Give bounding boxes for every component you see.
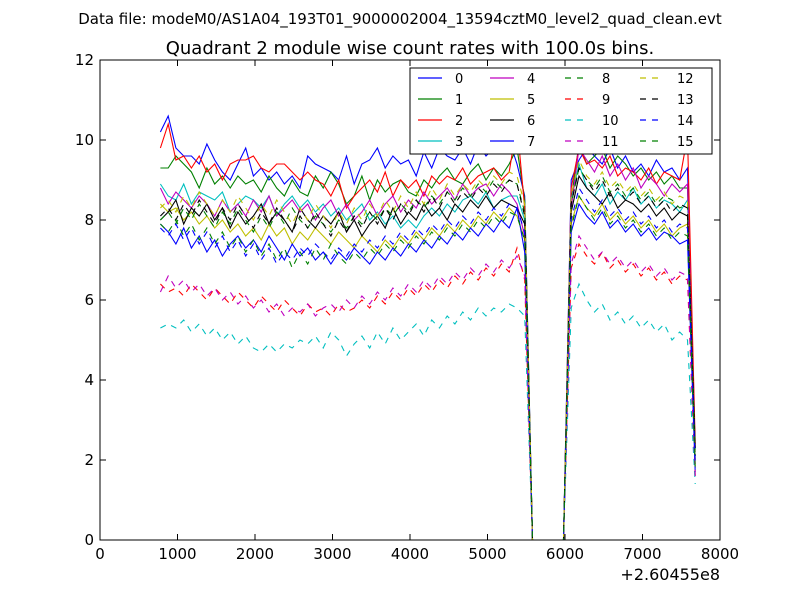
- x-axis: 0 1000 2000 3000 4000 5000 6000 7000 8000: [95, 60, 739, 563]
- series-line-10: [160, 282, 696, 541]
- x-tick-label: 8000: [701, 545, 739, 563]
- y-tick-label: 6: [84, 291, 94, 309]
- legend-frame: [409, 67, 713, 155]
- series-line-14: [160, 186, 696, 541]
- series-line-0: [159, 114, 696, 541]
- legend-label-3: 3: [455, 135, 463, 150]
- legend-label-7: 7: [527, 135, 535, 150]
- y-tick-label: 12: [75, 51, 94, 69]
- legend-label-5: 5: [527, 93, 535, 108]
- series-line-5: [160, 194, 696, 541]
- series-line-6: [160, 174, 696, 541]
- y-tick-label: 8: [84, 211, 94, 229]
- x-offset-label: +2.60455e8: [620, 565, 720, 584]
- legend-label-12: 12: [677, 72, 694, 87]
- x-tick-label: 1000: [158, 545, 196, 563]
- legend-label-8: 8: [602, 72, 610, 87]
- legend-label-13: 13: [677, 93, 694, 108]
- series-line-11: [159, 234, 696, 541]
- y-tick-label: 10: [75, 131, 94, 149]
- suptitle: Data file: modeM0/AS1A04_193T01_90000020…: [78, 10, 722, 29]
- legend-label-10: 10: [602, 114, 619, 129]
- legend-label-6: 6: [527, 114, 535, 129]
- legend-label-14: 14: [677, 114, 694, 129]
- y-tick-label: 2: [84, 451, 94, 469]
- series-line-9: [160, 242, 696, 541]
- x-tick-label: 5000: [468, 545, 506, 563]
- series-line-3: [159, 161, 696, 541]
- plot-lines: [159, 114, 696, 541]
- x-tick-label: 7000: [623, 545, 661, 563]
- x-tick-label: 6000: [546, 545, 584, 563]
- x-tick-label: 3000: [313, 545, 351, 563]
- series-line-4: [159, 146, 696, 541]
- series-line-8: [160, 166, 696, 541]
- legend-label-15: 15: [677, 135, 694, 150]
- legend-label-2: 2: [455, 114, 463, 129]
- legend-label-11: 11: [602, 135, 619, 150]
- series-line-13: [160, 166, 696, 541]
- x-tick-label: 2000: [236, 545, 274, 563]
- series-line-12: [160, 158, 696, 541]
- series-line-15: [160, 194, 696, 541]
- y-tick-label: 0: [84, 531, 94, 549]
- legend-label-4: 4: [527, 72, 535, 87]
- legend-label-0: 0: [455, 72, 463, 87]
- series-line-7: [160, 202, 696, 541]
- legend-label-9: 9: [602, 93, 610, 108]
- chart-title: Quadrant 2 module wise count rates with …: [166, 38, 655, 59]
- series-line-2: [159, 121, 696, 541]
- x-tick-label: 0: [95, 545, 105, 563]
- series-line-1: [160, 141, 696, 541]
- legend-label-1: 1: [455, 93, 463, 108]
- x-tick-label: 4000: [391, 545, 429, 563]
- y-tick-label: 4: [84, 371, 94, 389]
